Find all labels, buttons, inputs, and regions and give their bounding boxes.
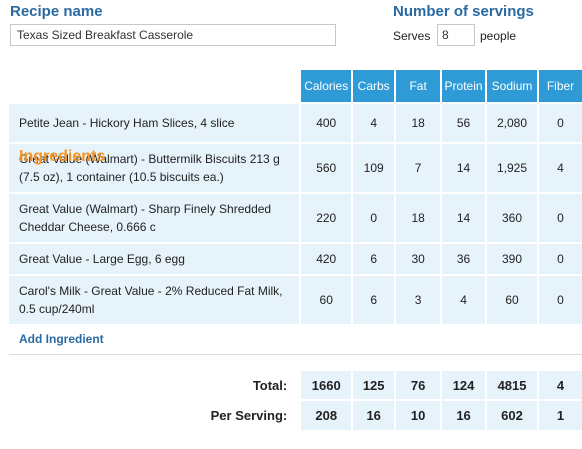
- ingredient-sodium: 60: [485, 274, 538, 324]
- ingredient-fiber: 0: [537, 192, 582, 243]
- divider: [9, 354, 582, 370]
- column-header-calories: Calories: [299, 70, 353, 103]
- column-header-sodium: Sodium: [485, 70, 538, 103]
- ingredient-calories: 400: [299, 102, 353, 143]
- ingredients-table: Ingredients Calories Carbs Fat Protein S…: [9, 70, 582, 430]
- ingredient-name[interactable]: Great Value (Walmart) - Buttermilk Biscu…: [9, 142, 301, 193]
- ingredient-protein: 14: [440, 142, 487, 193]
- ingredient-sodium: 2,080: [485, 102, 538, 143]
- per-serving-fat: 10: [394, 399, 442, 430]
- total-fiber: 4: [537, 369, 582, 400]
- people-word: people: [480, 29, 517, 43]
- total-label: Total:: [252, 377, 288, 393]
- recipe-name-input[interactable]: [10, 24, 336, 46]
- ingredient-row[interactable]: Great Value (Walmart) - Buttermilk Biscu…: [9, 142, 582, 193]
- ingredient-fat: 3: [394, 274, 442, 324]
- column-header-protein: Protein: [440, 70, 487, 103]
- ingredient-fiber: 0: [537, 242, 582, 275]
- per-serving-row: Per Serving: 208 16 10 16 602 1: [9, 399, 582, 430]
- ingredient-carbs: 6: [351, 242, 396, 275]
- per-serving-sodium: 602: [485, 399, 538, 430]
- ingredient-name[interactable]: Great Value (Walmart) - Sharp Finely Shr…: [9, 192, 301, 243]
- ingredient-protein: 36: [440, 242, 487, 275]
- add-ingredient-row: Add Ingredient: [9, 324, 582, 355]
- ingredients-title-cell: Ingredients: [9, 70, 301, 165]
- servings-label: Number of servings: [393, 3, 534, 20]
- total-sodium: 4815: [485, 369, 538, 400]
- per-serving-protein: 16: [440, 399, 487, 430]
- ingredient-row[interactable]: Great Value - Large Egg, 6 egg 420 6 30 …: [9, 242, 582, 275]
- servings-input[interactable]: [437, 24, 475, 46]
- column-header-carbs: Carbs: [351, 70, 396, 103]
- ingredient-carbs: 0: [351, 192, 396, 243]
- per-serving-calories: 208: [299, 399, 353, 430]
- ingredient-fiber: 0: [537, 274, 582, 324]
- ingredient-fat: 30: [394, 242, 442, 275]
- column-header-fat: Fat: [394, 70, 442, 103]
- ingredient-sodium: 360: [485, 192, 538, 243]
- total-protein: 124: [440, 369, 487, 400]
- ingredient-carbs: 4: [351, 102, 396, 143]
- ingredient-carbs: 6: [351, 274, 396, 324]
- ingredient-calories: 220: [299, 192, 353, 243]
- total-carbs: 125: [351, 369, 396, 400]
- ingredient-sodium: 1,925: [485, 142, 538, 193]
- ingredient-row[interactable]: Carol's Milk - Great Value - 2% Reduced …: [9, 274, 582, 324]
- total-fat: 76: [394, 369, 442, 400]
- ingredient-fat: 18: [394, 102, 442, 143]
- add-ingredient-link[interactable]: Add Ingredient: [19, 332, 104, 346]
- per-serving-fiber: 1: [537, 399, 582, 430]
- ingredient-fiber: 4: [537, 142, 582, 193]
- ingredient-fiber: 0: [537, 102, 582, 143]
- total-calories: 1660: [299, 369, 353, 400]
- ingredient-calories: 420: [299, 242, 353, 275]
- ingredient-name[interactable]: Carol's Milk - Great Value - 2% Reduced …: [9, 274, 301, 324]
- ingredient-protein: 4: [440, 274, 487, 324]
- table-header-row: Ingredients Calories Carbs Fat Protein S…: [9, 70, 582, 165]
- ingredients-title: Ingredients: [19, 148, 106, 165]
- serves-word: Serves: [393, 29, 431, 43]
- ingredient-row[interactable]: Petite Jean - Hickory Ham Slices, 4 slic…: [9, 102, 582, 143]
- ingredient-sodium: 390: [485, 242, 538, 275]
- ingredient-fat: 18: [394, 192, 442, 243]
- ingredient-name[interactable]: Great Value - Large Egg, 6 egg: [9, 242, 301, 275]
- ingredient-carbs: 109: [351, 142, 396, 193]
- per-serving-label: Per Serving:: [210, 407, 288, 423]
- ingredient-protein: 56: [440, 102, 487, 143]
- total-row: Total: 1660 125 76 124 4815 4: [9, 369, 582, 400]
- column-header-fiber: Fiber: [537, 70, 582, 103]
- ingredient-row[interactable]: Great Value (Walmart) - Sharp Finely Shr…: [9, 192, 582, 243]
- per-serving-carbs: 16: [351, 399, 396, 430]
- ingredient-calories: 560: [299, 142, 353, 193]
- ingredient-name[interactable]: Petite Jean - Hickory Ham Slices, 4 slic…: [9, 102, 301, 143]
- recipe-name-label: Recipe name: [10, 3, 103, 20]
- ingredient-calories: 60: [299, 274, 353, 324]
- ingredient-fat: 7: [394, 142, 442, 193]
- ingredient-protein: 14: [440, 192, 487, 243]
